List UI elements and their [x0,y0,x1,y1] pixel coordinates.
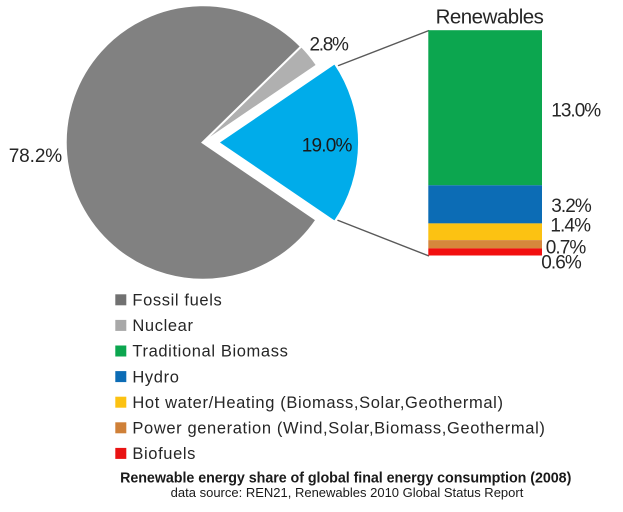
svg-text:Power generation (Wind,Solar,B: Power generation (Wind,Solar,Biomass,Geo… [132,420,545,438]
svg-text:0.7%: 0.7% [546,237,587,258]
svg-text:1.4%: 1.4% [550,216,591,237]
svg-text:Nuclear: Nuclear [132,317,193,335]
svg-text:Traditional Biomass: Traditional Biomass [132,343,288,361]
svg-text:19.0%: 19.0% [302,136,353,157]
svg-text:Biofuels: Biofuels [132,445,196,463]
svg-text:Renewables: Renewables [436,6,544,29]
svg-text:data source: REN21, Renewables: data source: REN21, Renewables 2010 Glob… [171,485,524,500]
svg-text:13.0%: 13.0% [551,100,601,121]
svg-text:Hydro: Hydro [132,368,179,386]
svg-text:0.6%: 0.6% [541,253,582,274]
svg-text:Renewable energy share of glob: Renewable energy share of global final e… [120,471,572,487]
svg-text:Hot water/Heating (Biomass,Sol: Hot water/Heating (Biomass,Solar,Geother… [132,394,503,412]
svg-text:3.2%: 3.2% [551,196,592,217]
svg-text:78.2%: 78.2% [9,146,63,167]
svg-text:2.8%: 2.8% [310,35,350,56]
svg-text:Fossil fuels: Fossil fuels [132,292,222,310]
